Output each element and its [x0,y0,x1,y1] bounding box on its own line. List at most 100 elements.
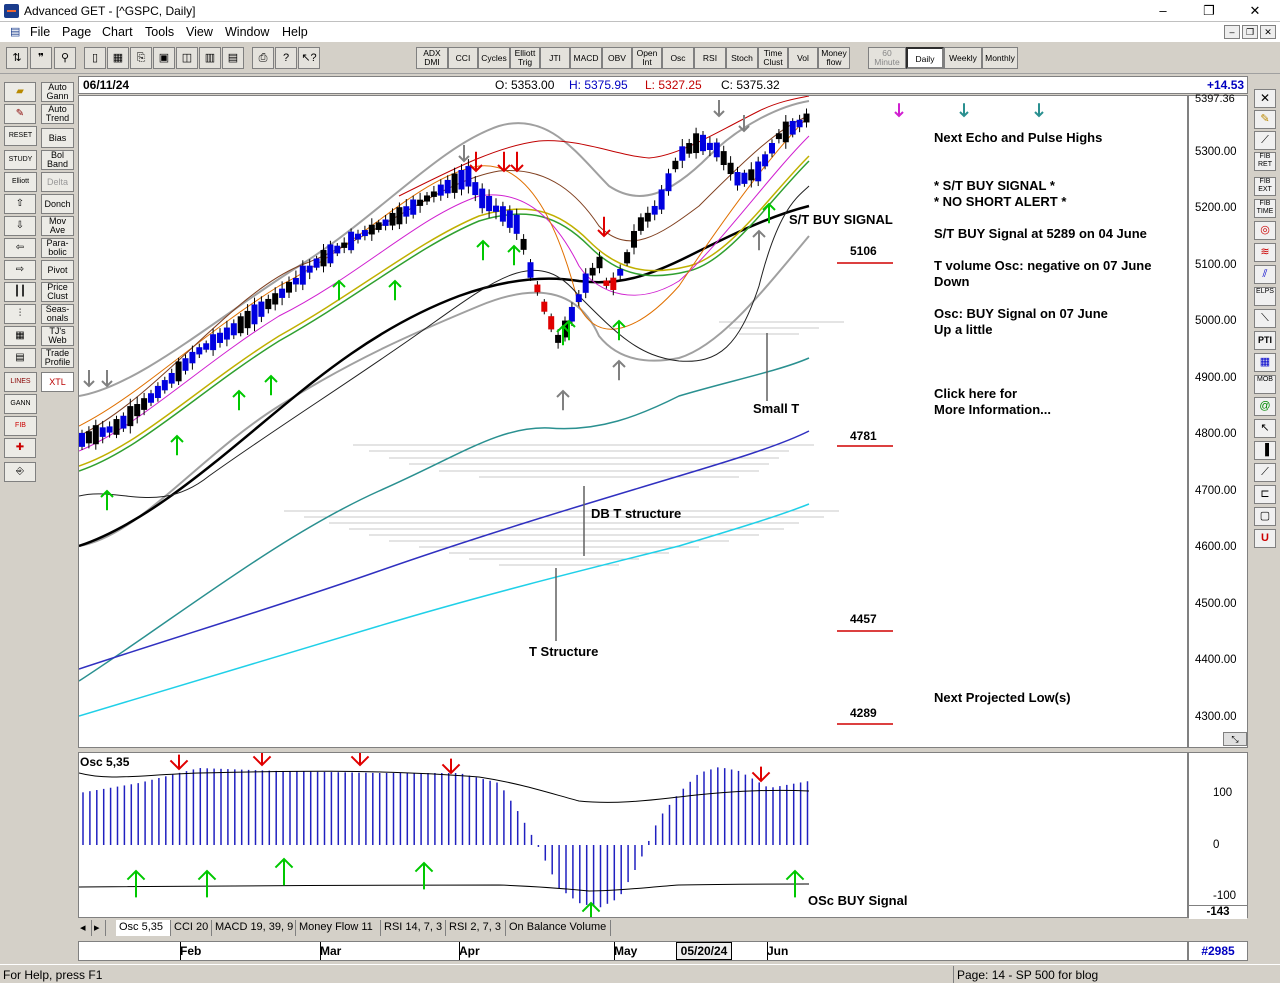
close-button[interactable]: ✕ [1249,3,1261,18]
cursor-icon[interactable]: ↖ [1254,419,1276,438]
tile-icon[interactable]: ▥ [199,47,221,69]
left-pivot[interactable]: Pivot [41,260,74,280]
horseshoe-icon[interactable]: U [1254,529,1276,548]
click-here-line1[interactable]: Click here for [934,386,1018,401]
plus-icon[interactable]: ✚ [4,438,36,458]
export-icon[interactable]: ⎆ [4,462,36,482]
left-donch[interactable]: Donch [41,194,74,214]
open-folder-icon[interactable]: ▰ [4,82,36,102]
spiral-icon[interactable]: @ [1254,397,1276,416]
arrow-left-icon[interactable]: ⇦ [4,238,36,258]
minimize-button[interactable]: – [1159,3,1167,18]
price-chart[interactable]: Next Echo and Pulse Highs * S/T BUY SIGN… [78,95,1188,748]
fib-ret-button[interactable]: FIB RET [1254,152,1276,171]
new-page-icon[interactable]: ▯ [84,47,106,69]
menu-tools[interactable]: Tools [145,25,175,39]
tab-obv[interactable]: On Balance Volume [506,920,611,936]
pen-icon[interactable]: ✎ [1254,110,1276,129]
arrow-up-icon[interactable]: ⇧ [4,194,36,214]
chart-icon[interactable]: ▦ [107,47,129,69]
click-here-line2[interactable]: More Information... [934,402,1051,417]
regression-icon[interactable]: ⟍ [1254,309,1276,328]
arrow-down-icon[interactable]: ⇩ [4,216,36,236]
cascade-icon[interactable]: ▤ [222,47,244,69]
menu-chart[interactable]: Chart [102,25,133,39]
left-auto-trend[interactable]: Auto Trend [41,104,74,124]
menu-file[interactable]: File [30,25,51,39]
scale-zoom-icon[interactable]: ⤡ [1223,732,1247,746]
toolbar-adx-dmi[interactable]: ADX DMI [416,47,448,69]
column-icon[interactable]: ▐ [1254,441,1276,460]
ellipse-button[interactable]: ELPS [1254,287,1276,306]
tab-rsi-2[interactable]: RSI 2, 7, 3 [446,920,506,936]
menu-view[interactable]: View [186,25,213,39]
oscillator-panel[interactable]: Osc 5,35 OSc BUY Signal [78,752,1188,918]
fib-button[interactable]: FIB [4,416,37,436]
fib-ext-button[interactable]: FIB EXT [1254,177,1276,196]
left-xtl[interactable]: XTL [41,372,74,392]
toolbar-elliott-trig[interactable]: Elliott Trig [510,47,540,69]
tab-scroll-right-icon[interactable]: ▸ [92,920,106,936]
toolbar-money-flow[interactable]: Money flow [818,47,850,69]
layout-icon[interactable]: ◫ [176,47,198,69]
study-button[interactable]: STUDY [4,150,37,170]
left-auto-gann[interactable]: Auto Gann [41,82,74,102]
mob-button[interactable]: MOB [1254,375,1276,394]
menu-page[interactable]: Page [62,25,92,39]
toolbar-stoch[interactable]: Stoch [726,47,758,69]
tab-scroll-left-icon[interactable]: ◂ [78,920,92,936]
channel-icon[interactable]: ⫽ [1254,265,1276,284]
mdi-close-button[interactable]: ✕ [1260,25,1276,39]
wedge-icon[interactable]: ⟋ [1254,463,1276,482]
timeframe-weekly[interactable]: Weekly [944,47,982,69]
lines-button[interactable]: LINES [4,372,37,392]
reset-button[interactable]: RESET [4,126,37,146]
tab-osc[interactable]: Osc 5,35 [116,920,171,936]
print-icon[interactable]: ⎙ [252,47,274,69]
grid-icon[interactable]: ▦ [4,326,36,346]
timeframe-60-minute[interactable]: 60 Minute [868,47,906,69]
left-tjs-web[interactable]: TJ's Web [41,326,74,346]
arrow-right-icon[interactable]: ⇨ [4,260,36,280]
fan-icon[interactable]: ⟋ [1254,131,1276,150]
copy-icon[interactable]: ⎘ [130,47,152,69]
mdi-restore-button[interactable]: ❐ [1242,25,1258,39]
left-bias[interactable]: Bias [41,128,74,148]
left-parabolic[interactable]: Para-bolic [41,238,74,258]
zoom-icon[interactable]: ⚲ [54,47,76,69]
restore-button[interactable]: ❐ [1203,3,1215,18]
toolbar-time-clust[interactable]: Time Clust [758,47,788,69]
left-trade-profile[interactable]: Trade Profile [41,348,74,368]
pointer-icon[interactable]: ⇅ [6,47,28,69]
toolbar-osc[interactable]: Osc [662,47,694,69]
toolbar-cycles[interactable]: Cycles [478,47,510,69]
toolbar-cci[interactable]: CCI [448,47,478,69]
toolbar-obv[interactable]: OBV [602,47,632,69]
timeframe-monthly[interactable]: Monthly [982,47,1018,69]
bars-icon[interactable]: ┃┃ [4,282,36,302]
toolbar-jti[interactable]: JTI [540,47,570,69]
pencil-icon[interactable]: ✎ [4,104,36,124]
close-x-icon[interactable]: ✕ [1254,89,1276,108]
tab-macd[interactable]: MACD 19, 39, 9 [212,920,296,936]
menu-help[interactable]: Help [282,25,308,39]
square-icon[interactable]: ▢ [1254,507,1276,526]
swing-icon[interactable]: ⫶ [4,304,36,324]
toolbar-rsi[interactable]: RSI [694,47,726,69]
grid-blue-icon[interactable]: ▦ [1254,353,1276,372]
pti-button[interactable]: PTI [1254,331,1276,350]
fib-time-button[interactable]: FIB TIME [1254,199,1276,218]
elliott-button[interactable]: Elliott [4,172,37,192]
window-icon[interactable]: ▣ [153,47,175,69]
gann-button[interactable]: GANN [4,394,37,414]
toolbar-vol[interactable]: Vol [788,47,818,69]
left-bol-band[interactable]: Bol Band [41,150,74,170]
context-help-icon[interactable]: ↖? [298,47,320,69]
menu-window[interactable]: Window [225,25,270,39]
help-icon[interactable]: ? [275,47,297,69]
left-delta[interactable]: Delta [41,172,74,192]
tab-money-flow[interactable]: Money Flow 11 [296,920,381,936]
left-mov-ave[interactable]: Mov Ave [41,216,74,236]
quote-icon[interactable]: ❞ [30,47,52,69]
tab-cci[interactable]: CCI 20 [171,920,212,936]
